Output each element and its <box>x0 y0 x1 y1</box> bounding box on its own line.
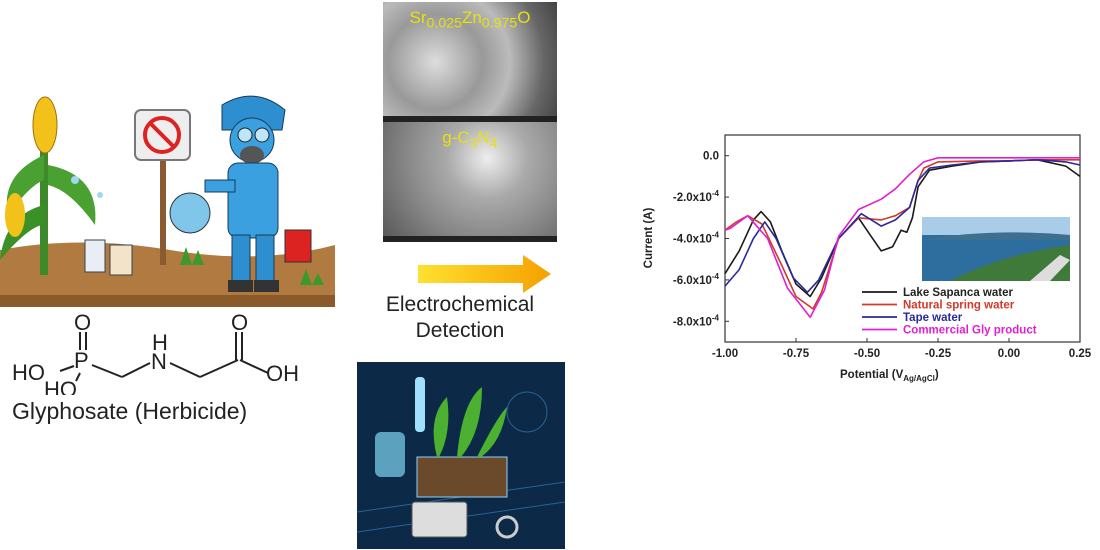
atom-h: H <box>152 330 168 355</box>
atom-ho: HO <box>12 360 45 385</box>
inset-lake-photo <box>922 217 1070 281</box>
atom-p: P <box>74 348 89 373</box>
y-tick-label: -8.0x10-4 <box>673 313 720 328</box>
sem-label-g-c3n4: g-C3N4 <box>442 128 498 152</box>
legend-item: Natural spring water <box>862 300 1015 312</box>
y-axis-label: Current (A) <box>643 207 655 268</box>
flask-icon <box>375 432 405 477</box>
magnifier-icon <box>495 515 519 539</box>
y-tick-label: 0.0 <box>703 151 719 163</box>
molecule-caption: Glyphosate (Herbicide) <box>12 398 248 424</box>
legend-label: Lake Sapanca water <box>903 287 1013 299</box>
x-axis-label: Potential (VAg/AgCl) <box>840 369 939 383</box>
spray-bottle-icon <box>169 192 211 234</box>
corn-plant-icon <box>0 96 103 275</box>
protective-suit-worker-icon <box>204 95 312 292</box>
atom-o: O <box>74 310 91 335</box>
legend-label: Natural spring water <box>903 300 1015 312</box>
legend-item: Commercial Gly product <box>862 325 1037 337</box>
herbicide-bottle-icon <box>84 239 106 273</box>
atom-oh: OH <box>266 361 299 386</box>
glyphosate-structure: O P HO HO H N O OH <box>12 310 299 395</box>
y-tick-label: -4.0x10-4 <box>673 231 720 246</box>
sem-image-sr-zno: Sr0.025Zn0.975O <box>383 2 557 122</box>
x-tick-label: -1.00 <box>712 348 738 360</box>
legend-label: Commercial Gly product <box>903 325 1037 337</box>
x-tick-label: -0.25 <box>925 348 952 360</box>
series-line-3 <box>724 157 1080 318</box>
farmer-illustration <box>0 85 335 310</box>
herbicide-bottle-icon <box>109 244 133 276</box>
atom-ho: HO <box>44 377 77 395</box>
right-arrow-icon <box>418 255 551 293</box>
legend-item: Lake Sapanca water <box>862 287 1013 299</box>
calculator-icon <box>411 501 468 538</box>
caption-line-1: Electrochemical <box>385 293 535 316</box>
no-spray-sign-icon <box>134 109 191 265</box>
series-line-2 <box>724 159 1081 294</box>
atom-o: O <box>231 310 248 335</box>
legend-item: Tape water <box>862 312 963 324</box>
x-tick-label: 0.25 <box>1069 348 1092 360</box>
caption-line-2: Detection <box>415 319 505 342</box>
x-tick-label: 0.00 <box>998 348 1020 360</box>
y-tick-label: -2.0x10-4 <box>673 189 720 204</box>
sem-label-sr-zno: Sr0.025Zn0.975O <box>409 8 531 32</box>
legend-label: Tape water <box>903 312 963 324</box>
x-tick-label: -0.75 <box>783 348 810 360</box>
plant-sensor-illustration <box>357 362 565 549</box>
sem-image-g-c3n4: g-C3N4 <box>383 122 557 242</box>
atom-n: N <box>151 349 167 374</box>
seedling-icon <box>433 387 507 457</box>
test-tube-icon <box>415 377 425 432</box>
soil-tray <box>416 456 508 498</box>
x-tick-label: -0.50 <box>854 348 880 360</box>
y-tick-label: -6.0x10-4 <box>673 272 720 287</box>
